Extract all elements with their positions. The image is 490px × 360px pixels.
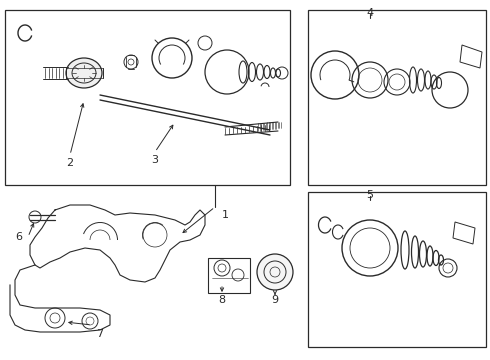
Text: 5: 5 [367,190,373,200]
Text: 4: 4 [367,8,373,18]
Bar [5,10,290,185]
Text: 7: 7 [97,329,103,339]
Text: 1: 1 [221,210,228,220]
Text: 9: 9 [271,295,278,305]
Text: 8: 8 [219,295,225,305]
Bar [208,258,250,293]
Text: 2: 2 [67,158,74,168]
Ellipse shape [66,58,102,88]
Text: 6: 6 [15,232,22,242]
Bar [308,10,486,185]
Bar [308,192,486,347]
Circle shape [257,254,293,290]
Text: 3: 3 [151,155,158,165]
